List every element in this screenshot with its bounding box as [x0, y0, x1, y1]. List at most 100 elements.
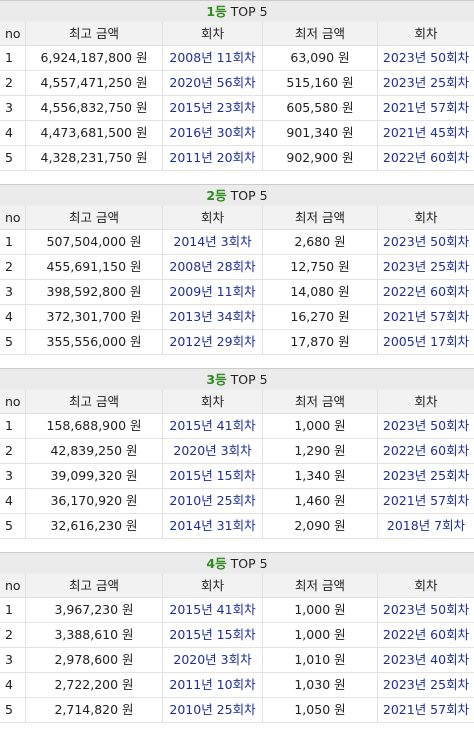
amount: 39,099,320 원 [25, 464, 162, 488]
title-text: TOP 5 [230, 372, 268, 387]
data-row: 3 39,099,320 원 2015년 15회차 1,340 원 2023년 25회차 [0, 464, 474, 489]
round-link[interactable]: 2023년 50회차 [377, 414, 474, 438]
amount: 4,556,832,750 원 [25, 96, 162, 120]
round-link[interactable]: 2008년 28회차 [162, 255, 262, 279]
column-header: 최고 금액 [25, 22, 162, 45]
amount: 507,504,000 원 [25, 230, 162, 254]
round-link[interactable]: 2005년 17회차 [377, 330, 474, 354]
amount: 355,556,000 원 [25, 330, 162, 354]
round-link[interactable]: 2011년 10회차 [162, 673, 262, 697]
column-header: no [5, 210, 21, 225]
column-header: 회차 [377, 206, 474, 229]
column-header: no [5, 394, 21, 409]
round-link[interactable]: 2009년 11회차 [162, 280, 262, 304]
data-row: 3 398,592,800 원 2009년 11회차 14,080 원 2022년 60… [0, 280, 474, 305]
amount: 372,301,700 원 [25, 305, 162, 329]
round-link[interactable]: 2023년 50회차 [377, 598, 474, 622]
row-number: 1 [5, 50, 13, 65]
round-link[interactable]: 2021년 57회차 [377, 698, 474, 722]
amount: 1,340 원 [262, 464, 377, 488]
row-number: 2 [5, 259, 13, 274]
data-row: 1 158,688,900 원 2015년 41회차 1,000 원 2023년 50회… [0, 414, 474, 439]
round-link[interactable]: 2020년 3회차 [162, 648, 262, 672]
section-title: 3등 TOP 5 [0, 368, 474, 390]
amount: 1,000 원 [262, 598, 377, 622]
row-number: 1 [5, 602, 13, 617]
amount: 2,714,820 원 [25, 698, 162, 722]
amount: 455,691,150 원 [25, 255, 162, 279]
column-header: 최저 금액 [262, 390, 377, 413]
amount: 2,722,200 원 [25, 673, 162, 697]
round-link[interactable]: 2015년 41회차 [162, 414, 262, 438]
data-row: 4 372,301,700 원 2013년 34회차 16,270 원 2021년 57… [0, 305, 474, 330]
column-header: 회차 [377, 574, 474, 597]
amount: 3,967,230 원 [25, 598, 162, 622]
header-row: no 최고 금액 회차 최저 금액 회차 [0, 390, 474, 414]
round-link[interactable]: 2008년 11회차 [162, 46, 262, 70]
round-link[interactable]: 2023년 25회차 [377, 71, 474, 95]
round-link[interactable]: 2020년 3회차 [162, 439, 262, 463]
round-link[interactable]: 2021년 57회차 [377, 489, 474, 513]
data-row: 5 32,616,230 원 2014년 31회차 2,090 원 2018년 7회차 [0, 514, 474, 539]
amount: 3,388,610 원 [25, 623, 162, 647]
round-link[interactable]: 2015년 23회차 [162, 96, 262, 120]
round-link[interactable]: 2012년 29회차 [162, 330, 262, 354]
column-header: 회차 [162, 22, 262, 45]
rank-label: 1등 [206, 4, 227, 19]
round-link[interactable]: 2023년 50회차 [377, 46, 474, 70]
column-header: 최저 금액 [262, 206, 377, 229]
round-link[interactable]: 2015년 41회차 [162, 598, 262, 622]
round-link[interactable]: 2013년 34회차 [162, 305, 262, 329]
row-number: 5 [5, 702, 13, 717]
rank-label: 3등 [206, 372, 227, 387]
amount: 42,839,250 원 [25, 439, 162, 463]
round-link[interactable]: 2021년 57회차 [377, 305, 474, 329]
amount: 1,050 원 [262, 698, 377, 722]
rank-label: 2등 [206, 188, 227, 203]
data-row: 4 36,170,920 원 2010년 25회차 1,460 원 2021년 57회차 [0, 489, 474, 514]
amount: 12,750 원 [262, 255, 377, 279]
section-title: 1등 TOP 5 [0, 0, 474, 22]
round-link[interactable]: 2021년 45회차 [377, 121, 474, 145]
round-link[interactable]: 2010년 25회차 [162, 698, 262, 722]
round-link[interactable]: 2018년 7회차 [377, 514, 474, 538]
round-link[interactable]: 2016년 30회차 [162, 121, 262, 145]
round-link[interactable]: 2015년 15회차 [162, 623, 262, 647]
data-row: 4 2,722,200 원 2011년 10회차 1,030 원 2023년 25회차 [0, 673, 474, 698]
column-header: 회차 [377, 390, 474, 413]
round-link[interactable]: 2011년 20회차 [162, 146, 262, 170]
data-row: 2 3,388,610 원 2015년 15회차 1,000 원 2022년 60회차 [0, 623, 474, 648]
title-text: TOP 5 [230, 4, 268, 19]
amount: 1,460 원 [262, 489, 377, 513]
round-link[interactable]: 2014년 31회차 [162, 514, 262, 538]
column-header: 최고 금액 [25, 574, 162, 597]
data-row: 5 4,328,231,750 원 2011년 20회차 902,900 원 2022년… [0, 146, 474, 171]
row-number: 1 [5, 418, 13, 433]
round-link[interactable]: 2023년 50회차 [377, 230, 474, 254]
amount: 1,000 원 [262, 414, 377, 438]
round-link[interactable]: 2023년 25회차 [377, 464, 474, 488]
amount: 158,688,900 원 [25, 414, 162, 438]
round-link[interactable]: 2023년 40회차 [377, 648, 474, 672]
round-link[interactable]: 2023년 25회차 [377, 673, 474, 697]
round-link[interactable]: 2022년 60회차 [377, 439, 474, 463]
amount: 1,030 원 [262, 673, 377, 697]
round-link[interactable]: 2010년 25회차 [162, 489, 262, 513]
round-link[interactable]: 2021년 57회차 [377, 96, 474, 120]
row-number: 3 [5, 284, 13, 299]
round-link[interactable]: 2022년 60회차 [377, 623, 474, 647]
amount: 36,170,920 원 [25, 489, 162, 513]
row-number: 5 [5, 150, 13, 165]
row-number: 3 [5, 652, 13, 667]
round-link[interactable]: 2022년 60회차 [377, 280, 474, 304]
row-number: 2 [5, 627, 13, 642]
round-link[interactable]: 2020년 56회차 [162, 71, 262, 95]
column-header: 회차 [162, 206, 262, 229]
row-number: 2 [5, 443, 13, 458]
round-link[interactable]: 2022년 60회차 [377, 146, 474, 170]
round-link[interactable]: 2023년 25회차 [377, 255, 474, 279]
round-link[interactable]: 2015년 15회차 [162, 464, 262, 488]
column-header: 회차 [377, 22, 474, 45]
round-link[interactable]: 2014년 3회차 [162, 230, 262, 254]
